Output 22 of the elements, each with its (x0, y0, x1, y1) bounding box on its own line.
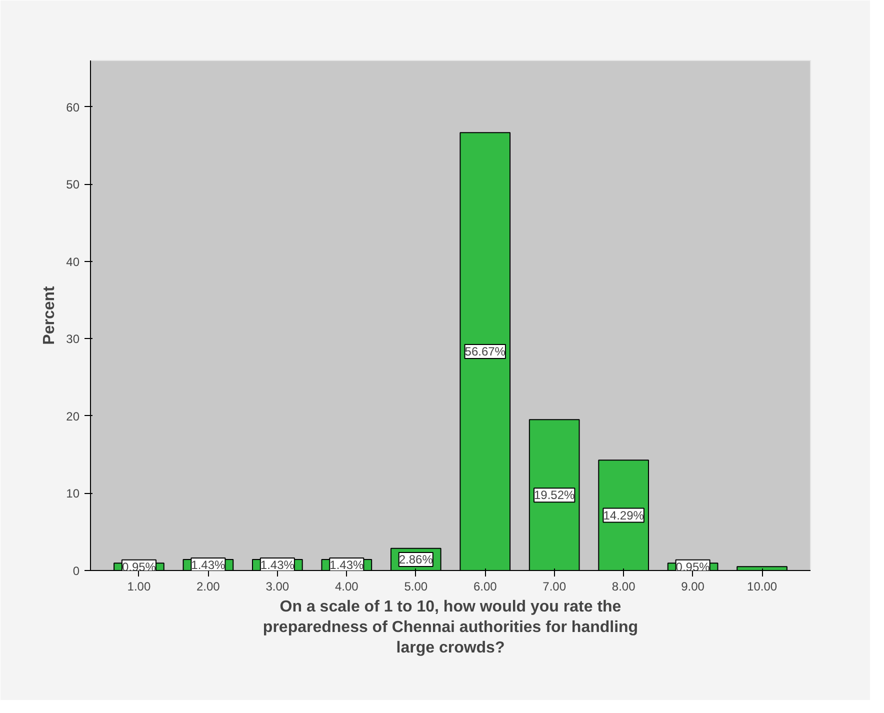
x-tick-label: 6.00 (473, 580, 498, 594)
x-tick-label: 3.00 (266, 580, 290, 594)
y-tick-label: 30 (66, 332, 80, 346)
x-axis-title: On a scale of 1 to 10, how would you rate the preparedness of Chennai authorities for handling large crowds? (262, 598, 638, 656)
x-tick-label: 2.00 (196, 580, 220, 594)
data-label: 14.29% (603, 508, 644, 522)
y-tick-label: 50 (66, 178, 80, 192)
y-tick-label: 60 (66, 100, 80, 114)
data-label: 2.86% (398, 552, 434, 566)
y-tick-label: 40 (66, 254, 80, 269)
data-label: 1.43% (260, 558, 295, 572)
x-tick-label: 10.00 (747, 580, 778, 594)
y-tick-label: 0 (72, 564, 80, 578)
y-axis-title: Percent (41, 285, 58, 345)
x-tick-label: 1.00 (127, 580, 151, 594)
y-tick-label: 20 (66, 409, 80, 424)
x-tick-label: 5.00 (404, 580, 428, 594)
x-tick-label: 7.00 (542, 580, 566, 594)
x-tick-label: 8.00 (612, 580, 636, 594)
x-tick-label: 9.00 (681, 580, 705, 594)
y-tick-label: 10 (66, 486, 80, 501)
x-tick-label: 4.00 (334, 580, 359, 594)
